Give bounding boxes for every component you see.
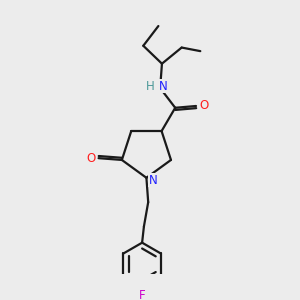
Text: N: N (159, 80, 168, 93)
Text: O: O (199, 100, 208, 112)
Text: F: F (139, 289, 146, 300)
Text: O: O (86, 152, 95, 165)
Text: N: N (148, 174, 157, 187)
Text: H: H (146, 80, 154, 93)
